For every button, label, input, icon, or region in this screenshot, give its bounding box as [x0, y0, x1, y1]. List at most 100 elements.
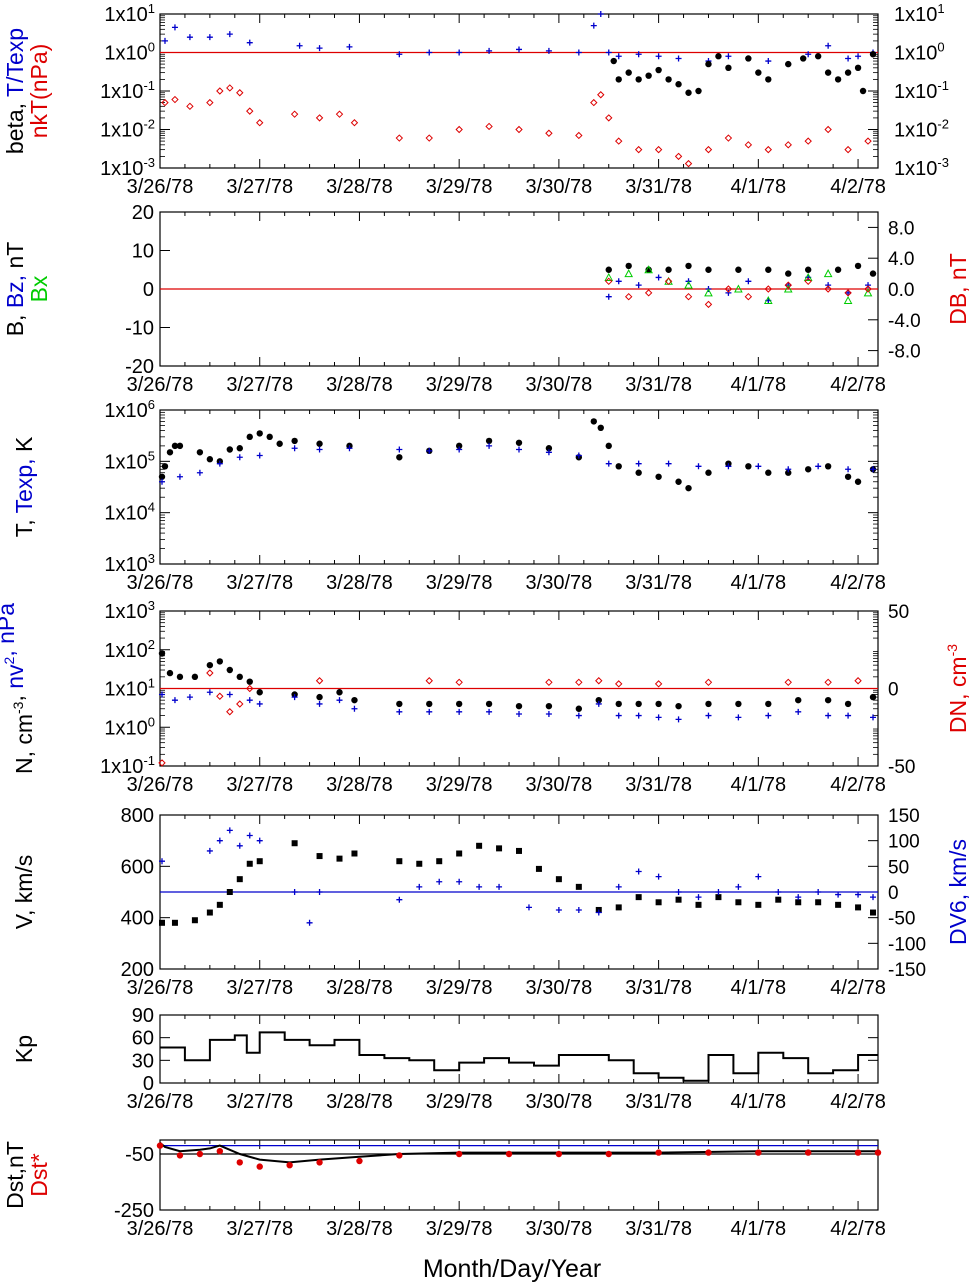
data-point: [615, 463, 622, 470]
x-tick-label: 3/30/78: [526, 774, 593, 796]
data-point: [290, 110, 299, 118]
data-point: [191, 917, 198, 924]
data-point: [186, 694, 193, 701]
x-tick-label: 3/31/78: [625, 176, 692, 198]
data-point: [476, 883, 483, 890]
series: [161, 84, 872, 168]
data-point: [795, 708, 802, 715]
data-point: [845, 466, 852, 473]
data-point: [575, 49, 582, 56]
data-point: [206, 909, 213, 916]
data-point: [166, 669, 174, 677]
data-point: [755, 463, 762, 470]
data-point: [745, 278, 752, 285]
data-point: [784, 678, 792, 687]
y-tick-label: 800: [121, 805, 154, 827]
data-point: [316, 889, 323, 895]
y-tick-label: 1x10-1: [100, 753, 155, 778]
data-point: [171, 95, 179, 104]
x-tick-label: 3/28/78: [326, 176, 393, 198]
x-tick-label: 4/1/78: [731, 774, 787, 796]
data-point: [351, 705, 358, 712]
data-point: [815, 889, 822, 895]
x-tick-label: 3/31/78: [625, 1218, 692, 1240]
data-point: [226, 31, 233, 38]
data-point: [161, 463, 169, 470]
data-point: [575, 131, 583, 140]
data-point: [346, 445, 353, 452]
data-point: [246, 39, 253, 46]
data-point: [844, 69, 852, 76]
data-point: [735, 899, 742, 906]
y-axis-label: beta, T/Texp: [2, 28, 28, 154]
data-point: [755, 69, 762, 76]
data-point: [555, 876, 562, 883]
data-point: [675, 55, 682, 62]
data-point: [436, 858, 443, 865]
x-tick-label: 3/28/78: [326, 374, 393, 396]
data-point: [206, 661, 214, 669]
data-point: [765, 266, 772, 273]
data-point: [256, 452, 263, 459]
x-tick-label: 3/31/78: [625, 374, 692, 396]
y-tick-label: -10: [125, 318, 154, 340]
data-point: [246, 678, 253, 685]
data-point: [515, 439, 523, 446]
plot-frame: [159, 409, 879, 565]
y-right-tick-label: 1x101: [894, 1, 945, 26]
data-point: [675, 81, 682, 88]
data-point: [246, 860, 253, 867]
data-point: [784, 141, 792, 149]
data-point: [835, 891, 842, 898]
data-point: [597, 424, 604, 432]
data-point: [516, 46, 522, 53]
series: [605, 277, 872, 309]
data-point: [256, 689, 263, 696]
data-point: [635, 76, 642, 83]
data-point: [655, 66, 662, 74]
x-tick-label: 4/1/78: [731, 977, 787, 999]
data-point: [236, 1159, 243, 1166]
data-point: [496, 883, 503, 890]
data-point: [425, 134, 433, 142]
data-point: [785, 469, 792, 476]
data-point: [745, 463, 752, 470]
series: [158, 669, 862, 767]
data-point: [870, 909, 877, 916]
data-point: [664, 277, 673, 286]
data-point: [455, 700, 463, 708]
data-point: [824, 463, 832, 470]
y-tick-label: -250: [114, 1200, 154, 1222]
data-point: [625, 69, 632, 76]
y-right-axis-label: DV6, km/s: [945, 839, 971, 945]
data-point: [675, 716, 682, 723]
y-tick-label: 20: [132, 202, 154, 224]
data-point: [844, 700, 852, 708]
data-point: [486, 708, 493, 715]
data-point: [824, 678, 832, 687]
data-point: [515, 702, 523, 710]
data-point: [171, 442, 179, 450]
x-tick-label: 4/2/78: [830, 977, 886, 999]
x-tick-label: 3/30/78: [526, 572, 593, 594]
data-point: [634, 145, 643, 154]
series: [161, 11, 877, 68]
data-point: [795, 894, 802, 901]
x-tick-label: 3/30/78: [526, 176, 593, 198]
data-point: [675, 702, 682, 710]
data-point: [597, 11, 604, 17]
data-point: [615, 53, 622, 60]
x-tick-label: 3/28/78: [326, 572, 393, 594]
data-point: [869, 51, 877, 58]
data-point: [216, 837, 223, 844]
data-point: [735, 700, 742, 708]
data-point: [765, 700, 772, 708]
y-right-tick-label: 150: [888, 806, 920, 827]
data-point: [396, 708, 403, 715]
x-tick-label: 4/2/78: [830, 374, 886, 396]
data-point: [316, 700, 323, 707]
data-point: [276, 440, 283, 447]
series-line: [160, 1031, 878, 1082]
y-right-tick-label: -8.0: [888, 342, 921, 363]
